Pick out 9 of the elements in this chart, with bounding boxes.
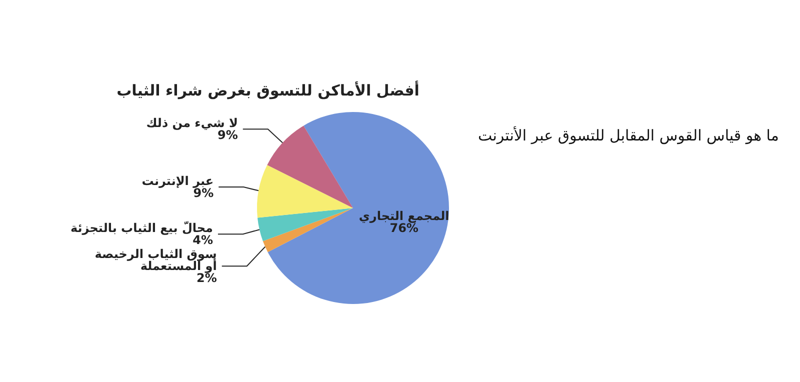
chart-title: أفضل الأماكن للتسوق بغرض شراء الثياب <box>116 80 420 100</box>
text: ما هو قياس القوس المقابل للتسوق عبر الأنترنت <box>478 126 779 144</box>
data-label: 9% <box>218 128 238 142</box>
slice-label: سوق الثياب الرخيصة أو المستعملة <box>94 247 217 274</box>
slice-label: لا شيء من ذلك <box>146 116 238 130</box>
slice-label: عبر الإنترنت <box>142 174 214 188</box>
slice-label: محالّ بيع الثياب بالتجزئة <box>70 220 213 236</box>
slice-label: المجمع التجاري <box>358 208 450 223</box>
data-label: 4% <box>192 233 213 248</box>
